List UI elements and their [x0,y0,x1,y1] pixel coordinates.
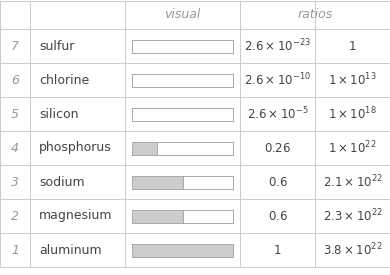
Text: ratios: ratios [297,9,333,21]
Bar [132,243,233,257]
Text: $1\times10^{22}$: $1\times10^{22}$ [328,140,377,156]
Bar [132,73,233,87]
Text: $1$: $1$ [348,40,357,53]
Bar [132,210,233,222]
Text: $2.6\times10^{-10}$: $2.6\times10^{-10}$ [244,72,311,88]
Text: sodium: sodium [39,175,85,188]
Text: 4: 4 [11,142,19,155]
Text: 1: 1 [11,243,19,257]
Text: 2: 2 [11,210,19,222]
Bar [132,243,233,257]
Text: $1$: $1$ [273,243,282,257]
Text: 3: 3 [11,175,19,188]
Text: $2.6\times10^{-5}$: $2.6\times10^{-5}$ [247,106,308,122]
Text: magnesium: magnesium [39,210,112,222]
Text: 5: 5 [11,108,19,120]
Text: $3.8\times10^{22}$: $3.8\times10^{22}$ [323,242,382,258]
Text: $0.6$: $0.6$ [268,175,287,188]
Text: $0.26$: $0.26$ [264,142,291,155]
Bar [132,210,183,222]
Text: $0.6$: $0.6$ [268,210,287,222]
Bar [132,175,233,188]
Bar [132,142,157,155]
Text: $2.3\times10^{22}$: $2.3\times10^{22}$ [323,208,383,224]
Text: visual: visual [164,9,201,21]
Bar [132,175,183,188]
Text: chlorine: chlorine [39,73,89,87]
Bar [132,40,233,53]
Text: $1\times10^{13}$: $1\times10^{13}$ [328,72,377,88]
Bar [132,210,233,222]
Text: $1\times10^{18}$: $1\times10^{18}$ [328,106,377,122]
Bar [132,175,233,188]
Bar [132,142,233,155]
Bar [132,108,233,120]
Text: phosphorus: phosphorus [39,142,112,155]
Text: aluminum: aluminum [39,243,102,257]
Bar [132,40,233,53]
Text: $2.1\times10^{22}$: $2.1\times10^{22}$ [323,174,383,190]
Text: 6: 6 [11,73,19,87]
Text: silicon: silicon [39,108,78,120]
Bar [132,142,233,155]
Bar [132,108,233,120]
Bar [132,73,233,87]
Text: sulfur: sulfur [39,40,74,53]
Text: $2.6\times10^{-23}$: $2.6\times10^{-23}$ [244,38,311,54]
Text: 7: 7 [11,40,19,53]
Bar [132,243,233,257]
